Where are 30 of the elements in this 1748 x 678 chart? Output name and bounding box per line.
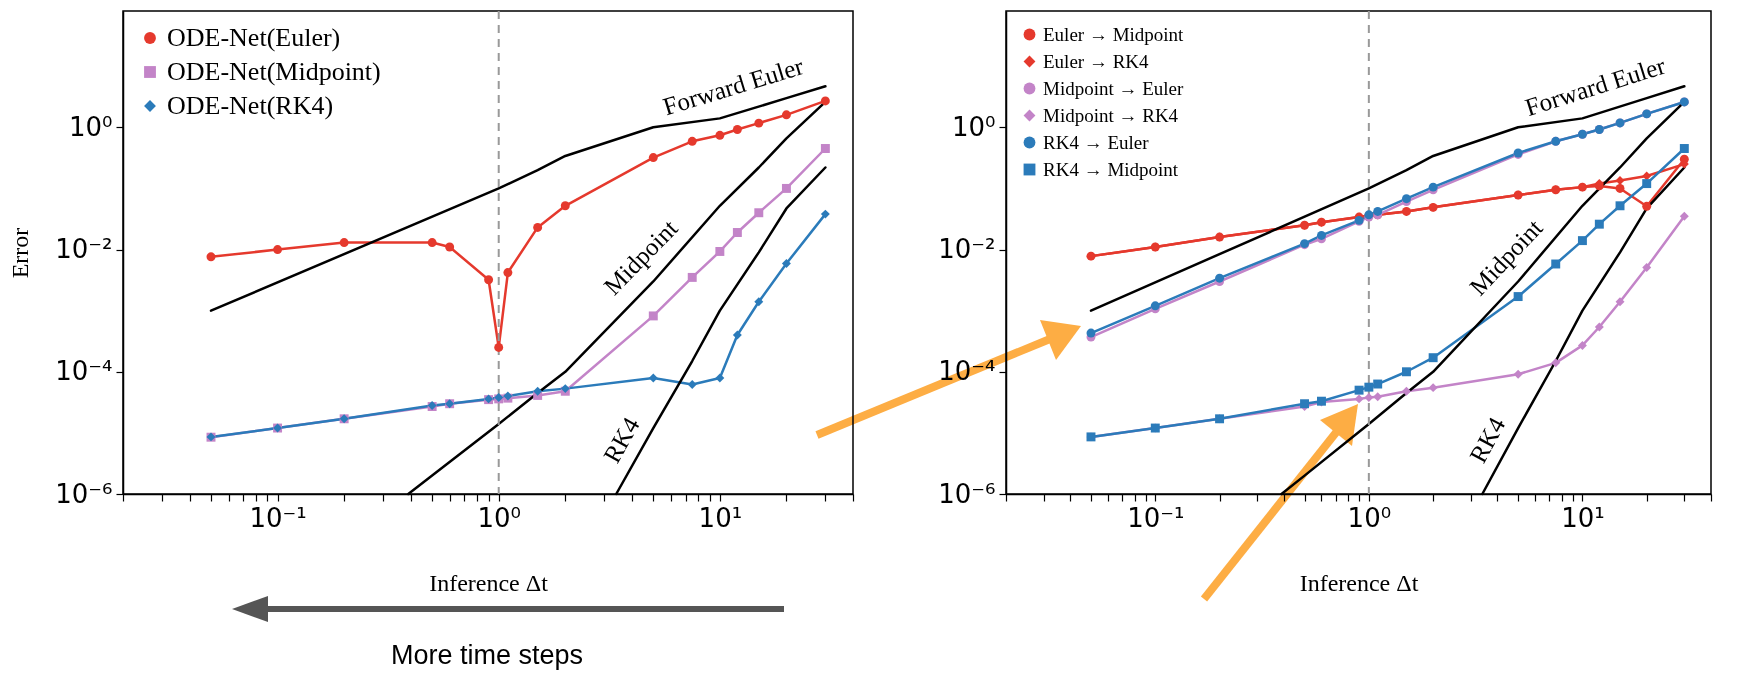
- x-tick-label: 10¹: [1561, 502, 1605, 533]
- legend-label: RK4 → Midpoint: [1043, 158, 1179, 180]
- y-tick-label: 10⁰: [68, 111, 113, 142]
- y-tick-label: 10⁻⁶: [938, 478, 996, 509]
- annotation: Forward Euler: [659, 52, 808, 121]
- x-tick-label: 10⁰: [477, 502, 521, 533]
- y-tick-label: 10⁰: [951, 111, 996, 142]
- legend-label: ODE-Net(Euler): [167, 23, 341, 52]
- legend-label: RK4 → Euler: [1043, 131, 1150, 153]
- legend-label: Midpoint → Euler: [1043, 77, 1185, 99]
- y-tick-label: 10⁻⁶: [55, 478, 113, 509]
- annotation: Forward Euler: [1521, 51, 1670, 121]
- x-tick-label: 10¹: [698, 502, 743, 533]
- legend-label: ODE-Net(RK4): [167, 91, 334, 120]
- x-axis-title: Inference Δt: [1299, 569, 1419, 596]
- x-tick-label: 10⁰: [1347, 502, 1392, 533]
- y-axis-title: Error: [7, 227, 34, 279]
- x-tick-label: 10⁻¹: [1127, 502, 1185, 533]
- legend-label: Midpoint → RK4: [1043, 104, 1179, 126]
- y-tick-label: 10⁻²: [938, 234, 996, 265]
- text: More time steps: [390, 640, 584, 671]
- annotation: RK4: [1464, 412, 1511, 468]
- y-tick-label: 10⁻⁴: [55, 356, 113, 387]
- x-tick-label: 10⁻¹: [249, 502, 307, 533]
- y-tick-label: 10⁻²: [55, 234, 113, 265]
- legend-label: ODE-Net(Midpoint): [167, 57, 381, 86]
- legend-label: Euler → Midpoint: [1043, 23, 1185, 45]
- legend-label: Euler → RK4: [1043, 50, 1150, 72]
- annotation: RK4: [597, 412, 645, 468]
- x-axis-title: Inference Δt: [429, 569, 549, 596]
